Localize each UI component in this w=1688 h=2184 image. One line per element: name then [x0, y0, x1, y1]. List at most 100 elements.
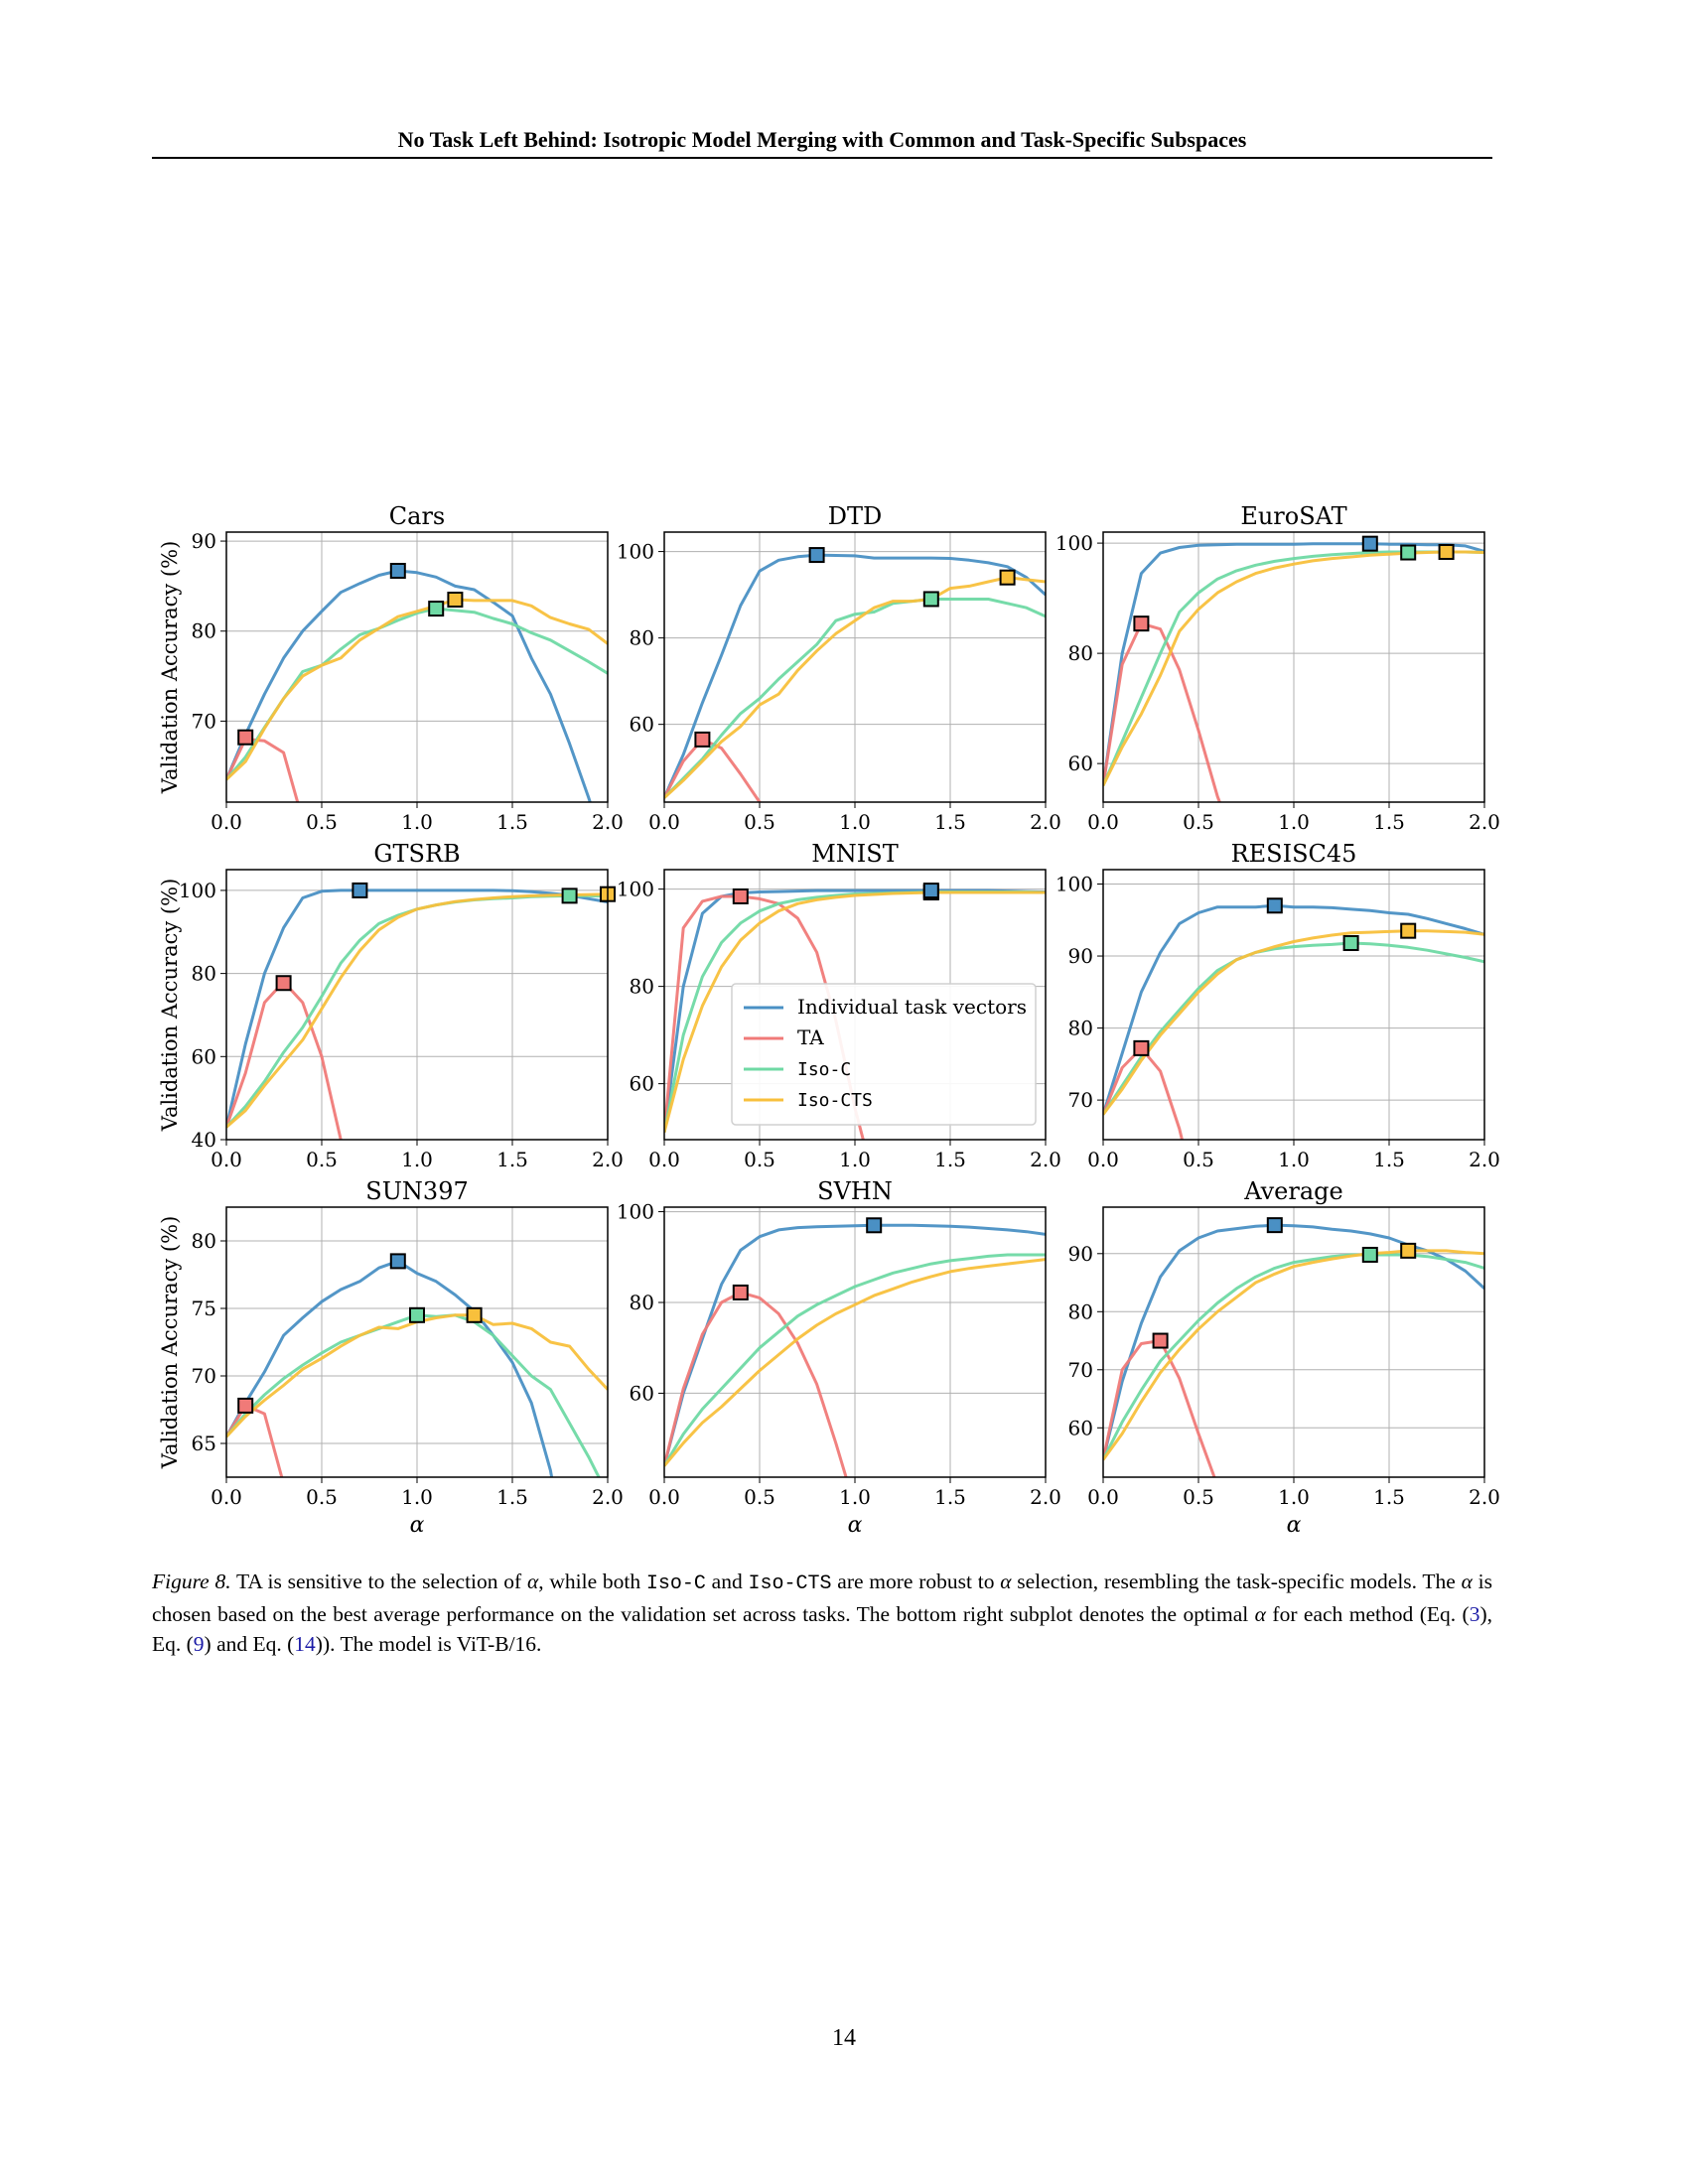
x-tick-label: 1.5 [1373, 1148, 1405, 1171]
chart-panel-sun397: 0.0 0.5 1.0 1.5 2.0 65 70 75 80 SUN397 Validation … [158, 1177, 624, 1538]
equation-ref-link[interactable]: 3 [1469, 1602, 1480, 1626]
series-line-ta [226, 738, 300, 802]
y-tick-label: 80 [192, 619, 216, 643]
x-tick-label: 1.0 [1278, 810, 1310, 834]
series-line-ta [1103, 1046, 1184, 1140]
y-tick-label: 90 [1068, 944, 1093, 968]
series-line-iso-cts [664, 890, 1046, 1133]
x-tick-label: 0.5 [1183, 1485, 1214, 1509]
x-tick-label: 1.0 [1278, 1148, 1310, 1171]
y-tick-label: 80 [1068, 641, 1093, 665]
chart-panel-dtd: 0.0 0.5 1.0 1.5 2.0 60 80 100 DTD [617, 502, 1061, 834]
series-line-iso-c [1103, 941, 1484, 1116]
optimal-marker-iso-cts [447, 592, 464, 608]
caption-text-8: ), Eq. ( [152, 1602, 1493, 1656]
caption-text-9: ) and Eq. ( [204, 1632, 295, 1656]
series-line-individual-task-vectors [226, 888, 608, 1128]
y-tick-label: 80 [1068, 1017, 1093, 1040]
x-tick-label: 0.0 [1087, 1148, 1119, 1171]
plot-frame [225, 1206, 609, 1478]
y-tick-label: 60 [630, 713, 654, 737]
chart-panel-svhn: 0.0 0.5 1.0 1.5 2.0 60 80 100 SVHN α [617, 1177, 1061, 1538]
x-tick-label: 1.0 [1278, 1485, 1310, 1509]
optimal-marker-ta [237, 729, 254, 746]
series-lines [664, 1223, 1046, 1477]
y-axis-label: Validation Accuracy (%) [158, 879, 182, 1133]
x-tick-label: 2.0 [592, 810, 624, 834]
series-line-ta [226, 980, 343, 1140]
y-tick-label: 100 [617, 540, 654, 564]
caption-text-6: is chosen based on the best average perf… [152, 1570, 1492, 1626]
caption-alpha: α [1461, 1570, 1473, 1593]
page-number: 14 [832, 2025, 856, 2051]
optimal-marker-iso-cts [1400, 922, 1417, 939]
x-axis-label: α [848, 1513, 863, 1538]
chart-panel-mnist: 0.0 0.5 1.0 1.5 2.0 60 80 100 MNIST Individual ta… [617, 840, 1061, 1171]
series-line-iso-cts [1103, 1249, 1484, 1461]
chart-title: RESISC45 [1231, 840, 1357, 868]
optimal-marker-iso-c [428, 601, 445, 617]
x-tick-label: 0.5 [744, 1148, 775, 1171]
series-lines [1103, 903, 1484, 1140]
optimal-marker-individual-task-vectors [808, 547, 825, 564]
y-tick-label: 100 [617, 1200, 654, 1224]
caption-text-4: are more robust to [831, 1570, 1001, 1593]
series-line-iso-c [664, 598, 1046, 799]
legend-label: Individual task vectors [797, 995, 1027, 1019]
chart-title: SUN397 [365, 1177, 468, 1205]
y-axis-label: Validation Accuracy (%) [158, 541, 182, 795]
legend-label: Iso-C [797, 1059, 851, 1080]
x-tick-label: 0.5 [1183, 810, 1214, 834]
optimal-marker-iso-c [922, 591, 939, 608]
plot-frame [663, 1206, 1047, 1478]
optimal-marker-individual-task-vectors [1266, 1217, 1283, 1234]
caption-text-5: selection, resembling the task-specific … [1011, 1570, 1462, 1593]
y-tick-label: 70 [192, 1364, 216, 1388]
caption-text-7: for each method (Eq. ( [1265, 1602, 1470, 1626]
series-line-individual-task-vectors [1103, 903, 1484, 1116]
x-tick-label: 1.0 [839, 810, 871, 834]
series-line-iso-cts [1103, 929, 1484, 1116]
chart-title: MNIST [811, 840, 899, 868]
optimal-marker-iso-cts [466, 1306, 483, 1323]
plot-frame [663, 531, 1047, 803]
legend-label: TA [797, 1025, 824, 1049]
chart-panel-resisc45: 0.0 0.5 1.0 1.5 2.0 70 80 90 100 RESISC45 [1055, 840, 1500, 1171]
equation-ref-link[interactable]: 14 [294, 1632, 316, 1656]
equation-ref-link[interactable]: 9 [193, 1632, 205, 1656]
y-tick-label: 60 [192, 1044, 216, 1068]
y-tick-label: 80 [1068, 1299, 1093, 1323]
x-tick-label: 1.5 [934, 810, 966, 834]
y-tick-label: 80 [630, 975, 654, 999]
x-tick-label: 2.0 [1030, 810, 1061, 834]
series-line-iso-cts [664, 576, 1046, 799]
x-tick-label: 2.0 [592, 1148, 624, 1171]
series-line-iso-c [1103, 1253, 1484, 1461]
series-line-individual-task-vectors [1103, 542, 1484, 786]
x-tick-label: 1.0 [401, 810, 433, 834]
x-axis-label: α [1287, 1513, 1302, 1538]
y-tick-label: 60 [630, 1072, 654, 1096]
optimal-marker-iso-cts [999, 569, 1016, 586]
x-tick-label: 1.5 [934, 1485, 966, 1509]
series-line-iso-cts [664, 1258, 1046, 1467]
caption-iso-c: Iso-C [645, 1572, 706, 1595]
optimal-marker-iso-c [1342, 934, 1359, 951]
optimal-marker-iso-c [409, 1306, 425, 1323]
x-tick-label: 0.0 [1087, 1485, 1119, 1509]
x-tick-label: 0.0 [211, 1148, 242, 1171]
plot-frame [1102, 531, 1485, 803]
optimal-marker-ta [1152, 1332, 1169, 1349]
chart-title: Average [1243, 1177, 1342, 1205]
caption-alpha: α [1000, 1570, 1012, 1593]
series-line-ta [226, 1404, 284, 1477]
legend-label: Iso-CTS [797, 1090, 873, 1111]
series-line-iso-cts [226, 892, 608, 1129]
optimal-marker-individual-task-vectors [922, 883, 939, 899]
optimal-marker-ta [275, 975, 292, 992]
series-lines [226, 569, 608, 802]
chart-panel-gtsrb: 0.0 0.5 1.0 1.5 2.0 40 60 80 100 GTSRB Validation … [158, 840, 624, 1171]
series-line-ta [1103, 621, 1221, 802]
x-tick-label: 0.0 [648, 810, 680, 834]
